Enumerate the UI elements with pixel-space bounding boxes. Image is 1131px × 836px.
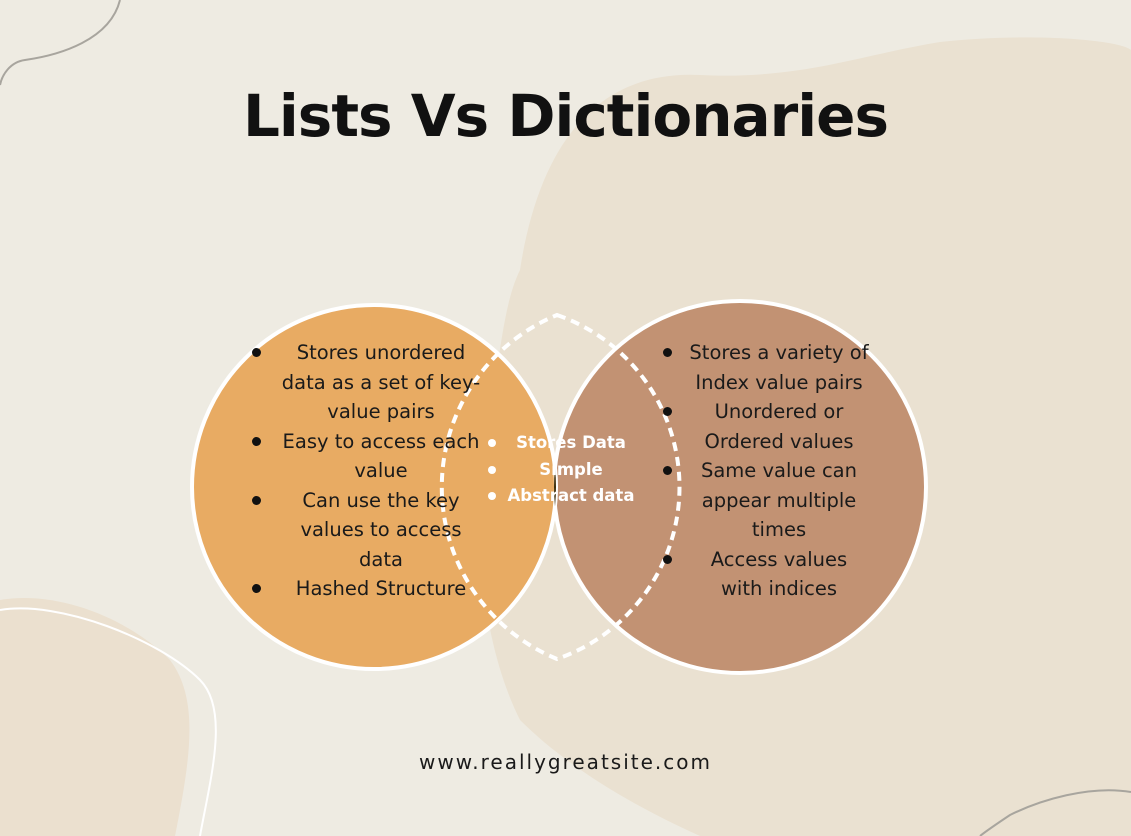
- list-item: Abstract data: [484, 483, 636, 510]
- decorative-line-bottom-right: [979, 789, 1131, 836]
- list-item: Easy to access each value: [250, 427, 482, 486]
- list-item: Stores unordered data as a set of key-va…: [250, 338, 482, 427]
- shared-features-list: Stores Data Simple Abstract data: [484, 430, 636, 510]
- list-item: Access values with indices: [660, 545, 870, 604]
- list-item: Can use the key values to access data: [250, 486, 482, 575]
- corner-blob-bottom-left: [0, 598, 190, 836]
- list-item: Stores Data: [484, 430, 636, 457]
- decorative-line-top-left: [0, 0, 121, 86]
- decorative-line-bottom-left: [0, 607, 217, 836]
- dictionaries-features-list: Stores a variety of Index value pairs Un…: [660, 338, 870, 604]
- list-item: Simple: [484, 457, 636, 484]
- list-item: Same value can appear multiple times: [660, 456, 870, 545]
- lists-features-list: Stores unordered data as a set of key-va…: [250, 338, 482, 604]
- list-item: Stores a variety of Index value pairs: [660, 338, 870, 397]
- intersection-border: [439, 312, 682, 662]
- list-item: Hashed Structure: [250, 574, 482, 604]
- page-title: Lists Vs Dictionaries: [242, 82, 889, 150]
- website-url: www.reallygreatsite.com: [419, 750, 712, 774]
- list-item: Unordered or Ordered values: [660, 397, 870, 456]
